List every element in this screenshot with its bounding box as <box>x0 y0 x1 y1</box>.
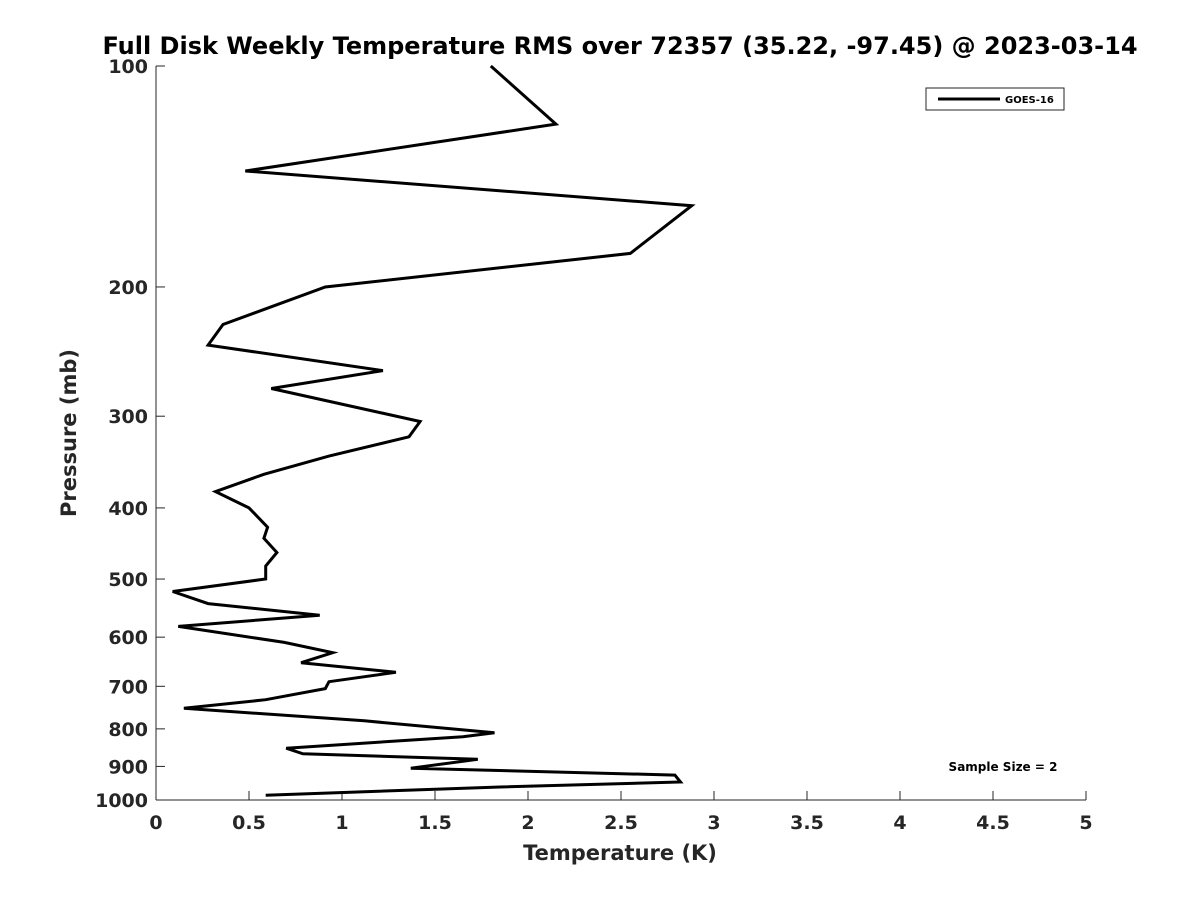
x-tick-label: 5 <box>1079 812 1092 834</box>
series-line-goes-16 <box>172 64 696 797</box>
x-tick-label: 3 <box>707 812 720 834</box>
sample-size-annotation: Sample Size = 2 <box>949 760 1058 774</box>
x-tick-label: 3.5 <box>790 812 824 834</box>
y-tick-label: 400 <box>108 498 148 520</box>
x-tick-label: 0.5 <box>232 812 266 834</box>
x-tick-label: 1.5 <box>418 812 452 834</box>
x-axis-label: Temperature (K) <box>523 841 717 865</box>
y-tick-label: 900 <box>108 756 148 778</box>
y-tick-label: 800 <box>108 719 148 741</box>
x-tick-label: 1 <box>335 812 348 834</box>
x-tick-label: 0 <box>149 812 162 834</box>
x-tick-label: 4 <box>893 812 906 834</box>
y-tick-label: 500 <box>108 569 148 591</box>
y-tick-label: 100 <box>108 56 148 78</box>
y-tick-label: 300 <box>108 406 148 428</box>
y-tick-label: 200 <box>108 277 148 299</box>
y-tick-label: 700 <box>108 676 148 698</box>
x-axis-ticks: 0 0.5 1 1.5 2 2.5 3 3.5 4 4.5 5 <box>149 791 1093 834</box>
y-tick-label: 1000 <box>95 790 148 812</box>
chart-title: Full Disk Weekly Temperature RMS over 72… <box>102 32 1137 60</box>
legend-label-goes-16: GOES-16 <box>1005 95 1054 106</box>
legend: GOES-16 <box>925 87 1065 111</box>
x-tick-label: 4.5 <box>976 812 1010 834</box>
series-group <box>172 64 696 797</box>
y-tick-label: 600 <box>108 627 148 649</box>
y-axis-label: Pressure (mb) <box>57 349 81 517</box>
x-tick-label: 2 <box>521 812 534 834</box>
x-tick-label: 2.5 <box>604 812 638 834</box>
y-axis-ticks: 100 200 300 400 500 600 700 800 900 1000 <box>95 56 165 812</box>
